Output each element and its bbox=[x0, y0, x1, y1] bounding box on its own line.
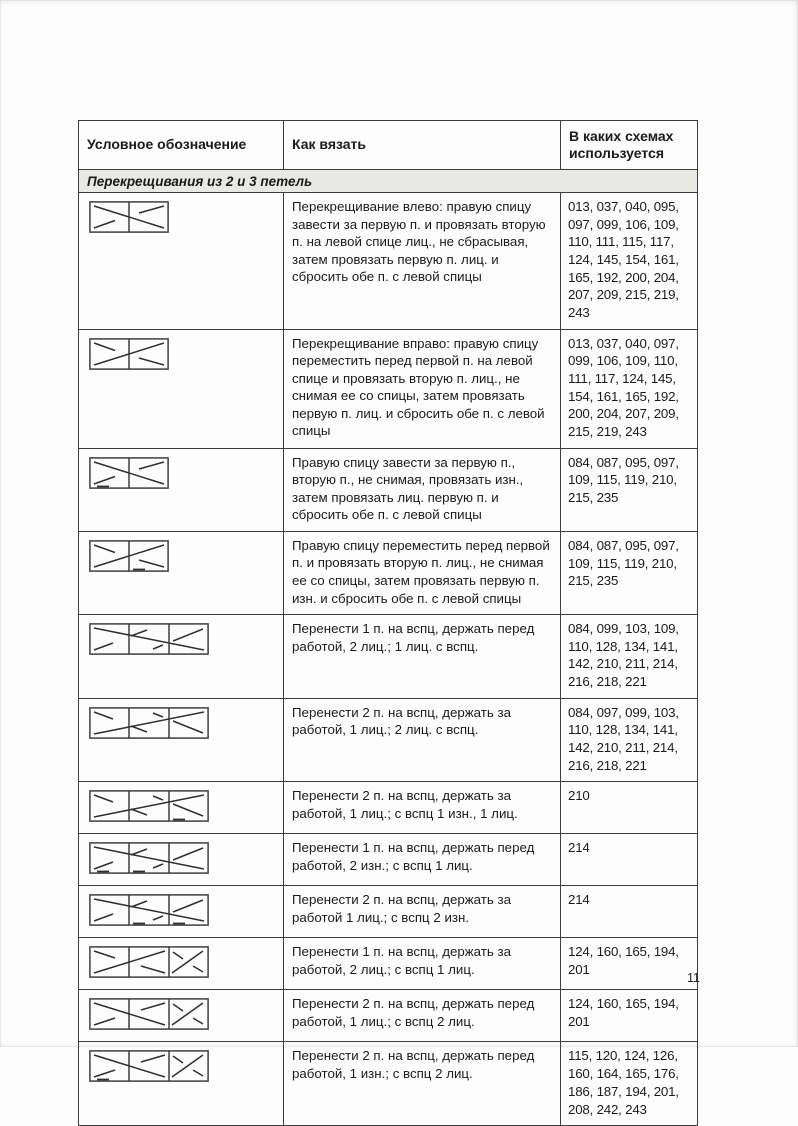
how-to-knit-text: Перекрещивание вправо: правую спицу пере… bbox=[283, 328, 561, 449]
how-to-knit-text: Перенести 1 п. на вспц, держать перед ра… bbox=[283, 833, 561, 887]
cross-3-front-icon bbox=[89, 623, 209, 656]
symbol-cell bbox=[78, 447, 284, 532]
col-header-charts-used: В каких схемах используется bbox=[560, 120, 698, 170]
page-number: 11 bbox=[687, 971, 700, 985]
cross-2-right-icon bbox=[89, 337, 169, 370]
chart-numbers: 084, 097, 099, 103, 110, 128, 134, 141, … bbox=[560, 697, 698, 783]
table-row: Перекрещивание вправо: правую спицу пере… bbox=[78, 328, 698, 449]
chart-numbers: 214 bbox=[560, 833, 698, 887]
table-row: Перенести 1 п. на вспц, держать перед ра… bbox=[78, 614, 698, 699]
chart-numbers: 115, 120, 124, 126, 160, 164, 165, 176, … bbox=[560, 1041, 698, 1126]
how-to-knit-text: Перекрещивание влево: правую спицу завес… bbox=[283, 192, 561, 330]
cross-2-left-icon bbox=[89, 201, 169, 233]
cross-3-back-purl2-icon bbox=[89, 894, 209, 927]
table-row: Правую спицу переместить перед первой п.… bbox=[78, 530, 698, 616]
cross-2-left-purl-icon bbox=[89, 456, 169, 489]
chart-numbers: 013, 037, 040, 097, 099, 106, 109, 110, … bbox=[560, 328, 698, 449]
table-row: Перекрещивание влево: правую спицу завес… bbox=[78, 192, 698, 330]
col-header-symbol: Условное обозначение bbox=[78, 120, 284, 170]
table-row: Перенести 2 п. на вспц, держать за работ… bbox=[78, 885, 698, 939]
symbol-cell bbox=[78, 989, 284, 1043]
cross-2-right-purl-icon bbox=[89, 540, 169, 572]
table-row: Перенести 2 п. на вспц, держать за работ… bbox=[78, 781, 698, 835]
table-row: Правую спицу завести за первую п., втору… bbox=[78, 447, 698, 532]
symbol-cell bbox=[78, 781, 284, 835]
chart-numbers: 084, 087, 095, 097, 109, 115, 119, 210, … bbox=[560, 530, 698, 616]
how-to-knit-text: Перенести 1 п. на вспц, держать за работ… bbox=[283, 937, 561, 991]
symbol-cell bbox=[78, 697, 284, 783]
table-row: Перенести 2 п. на вспц, держать за работ… bbox=[78, 697, 698, 783]
symbol-cell bbox=[78, 885, 284, 939]
symbol-cell bbox=[78, 1041, 284, 1126]
table-row: Перенести 2 п. на вспц, держать перед ра… bbox=[78, 1041, 698, 1126]
symbol-cell bbox=[78, 833, 284, 887]
symbol-cell bbox=[78, 937, 284, 991]
cross-2-1-back-icon bbox=[89, 946, 209, 979]
how-to-knit-text: Перенести 2 п. на вспц, держать перед ра… bbox=[283, 1041, 561, 1126]
table-row: Перенести 2 п. на вспц, держать перед ра… bbox=[78, 989, 698, 1043]
cross-3-front-purl2-icon bbox=[89, 842, 209, 875]
cross-3-back-icon bbox=[89, 706, 209, 739]
table-row: Перенести 1 п. на вспц, держать за работ… bbox=[78, 937, 698, 991]
cross-2-1-front-purl-icon bbox=[89, 1050, 209, 1083]
symbol-cell bbox=[78, 328, 284, 449]
how-to-knit-text: Перенести 1 п. на вспц, держать перед ра… bbox=[283, 614, 561, 699]
symbol-cell bbox=[78, 614, 284, 699]
cross-2-1-front-icon bbox=[89, 998, 209, 1031]
col-header-how-to-knit: Как вязать bbox=[283, 120, 561, 170]
section-row: Перекрещивания из 2 и 3 петель bbox=[78, 169, 698, 193]
table-row: Перенести 1 п. на вспц, держать перед ра… bbox=[78, 833, 698, 887]
table-body: Перекрещивания из 2 и 3 петель Перекрещи… bbox=[78, 169, 698, 1126]
section-title: Перекрещивания из 2 и 3 петель bbox=[78, 169, 698, 193]
chart-numbers: 084, 087, 095, 097, 109, 115, 119, 210, … bbox=[560, 447, 698, 532]
chart-numbers: 210 bbox=[560, 781, 698, 835]
how-to-knit-text: Перенести 2 п. на вспц, держать за работ… bbox=[283, 697, 561, 783]
symbol-cell bbox=[78, 192, 284, 330]
table-header-row: Условное обозначение Как вязать В каких … bbox=[78, 120, 698, 170]
chart-numbers: 124, 160, 165, 194, 201 bbox=[560, 989, 698, 1043]
knitting-symbols-table: Условное обозначение Как вязать В каких … bbox=[78, 120, 698, 1126]
how-to-knit-text: Перенести 2 п. на вспц, держать за работ… bbox=[283, 885, 561, 939]
chart-numbers: 084, 099, 103, 109, 110, 128, 134, 141, … bbox=[560, 614, 698, 699]
how-to-knit-text: Перенести 2 п. на вспц, держать за работ… bbox=[283, 781, 561, 835]
chart-numbers: 214 bbox=[560, 885, 698, 939]
symbol-cell bbox=[78, 530, 284, 616]
chart-numbers: 013, 037, 040, 095, 097, 099, 106, 109, … bbox=[560, 192, 698, 330]
chart-numbers: 124, 160, 165, 194, 201 bbox=[560, 937, 698, 991]
cross-3-back-purl-icon bbox=[89, 790, 209, 823]
how-to-knit-text: Перенести 2 п. на вспц, держать перед ра… bbox=[283, 989, 561, 1043]
how-to-knit-text: Правую спицу переместить перед первой п.… bbox=[283, 530, 561, 616]
how-to-knit-text: Правую спицу завести за первую п., втору… bbox=[283, 447, 561, 532]
